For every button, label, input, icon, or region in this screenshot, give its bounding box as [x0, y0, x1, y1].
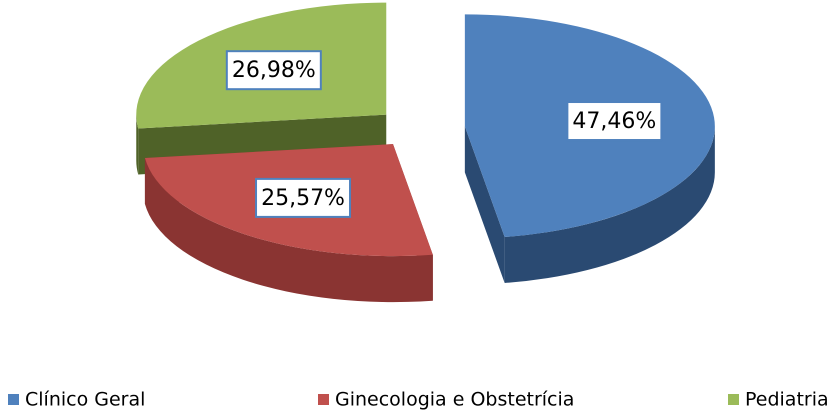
legend-swatch: [728, 394, 739, 405]
slice-side: [504, 126, 715, 283]
label-box: [566, 101, 663, 142]
label-box: [225, 50, 322, 91]
legend-swatch: [318, 394, 329, 405]
legend-label: Clínico Geral: [25, 389, 145, 411]
legend-label: Ginecologia e Obstetrícia: [335, 389, 574, 411]
legend-swatch: [8, 394, 19, 405]
slice-wall: [464, 126, 505, 283]
data-label: 47,46%: [572, 109, 656, 134]
data-label: 25,57%: [261, 186, 345, 211]
slice-side: [144, 158, 433, 303]
label-box: [255, 177, 352, 218]
slice: [144, 144, 433, 303]
legend-label: Pediatria: [745, 389, 829, 411]
slice: [464, 14, 715, 283]
data-label: 26,98%: [232, 58, 316, 83]
slice-side: [136, 114, 139, 175]
